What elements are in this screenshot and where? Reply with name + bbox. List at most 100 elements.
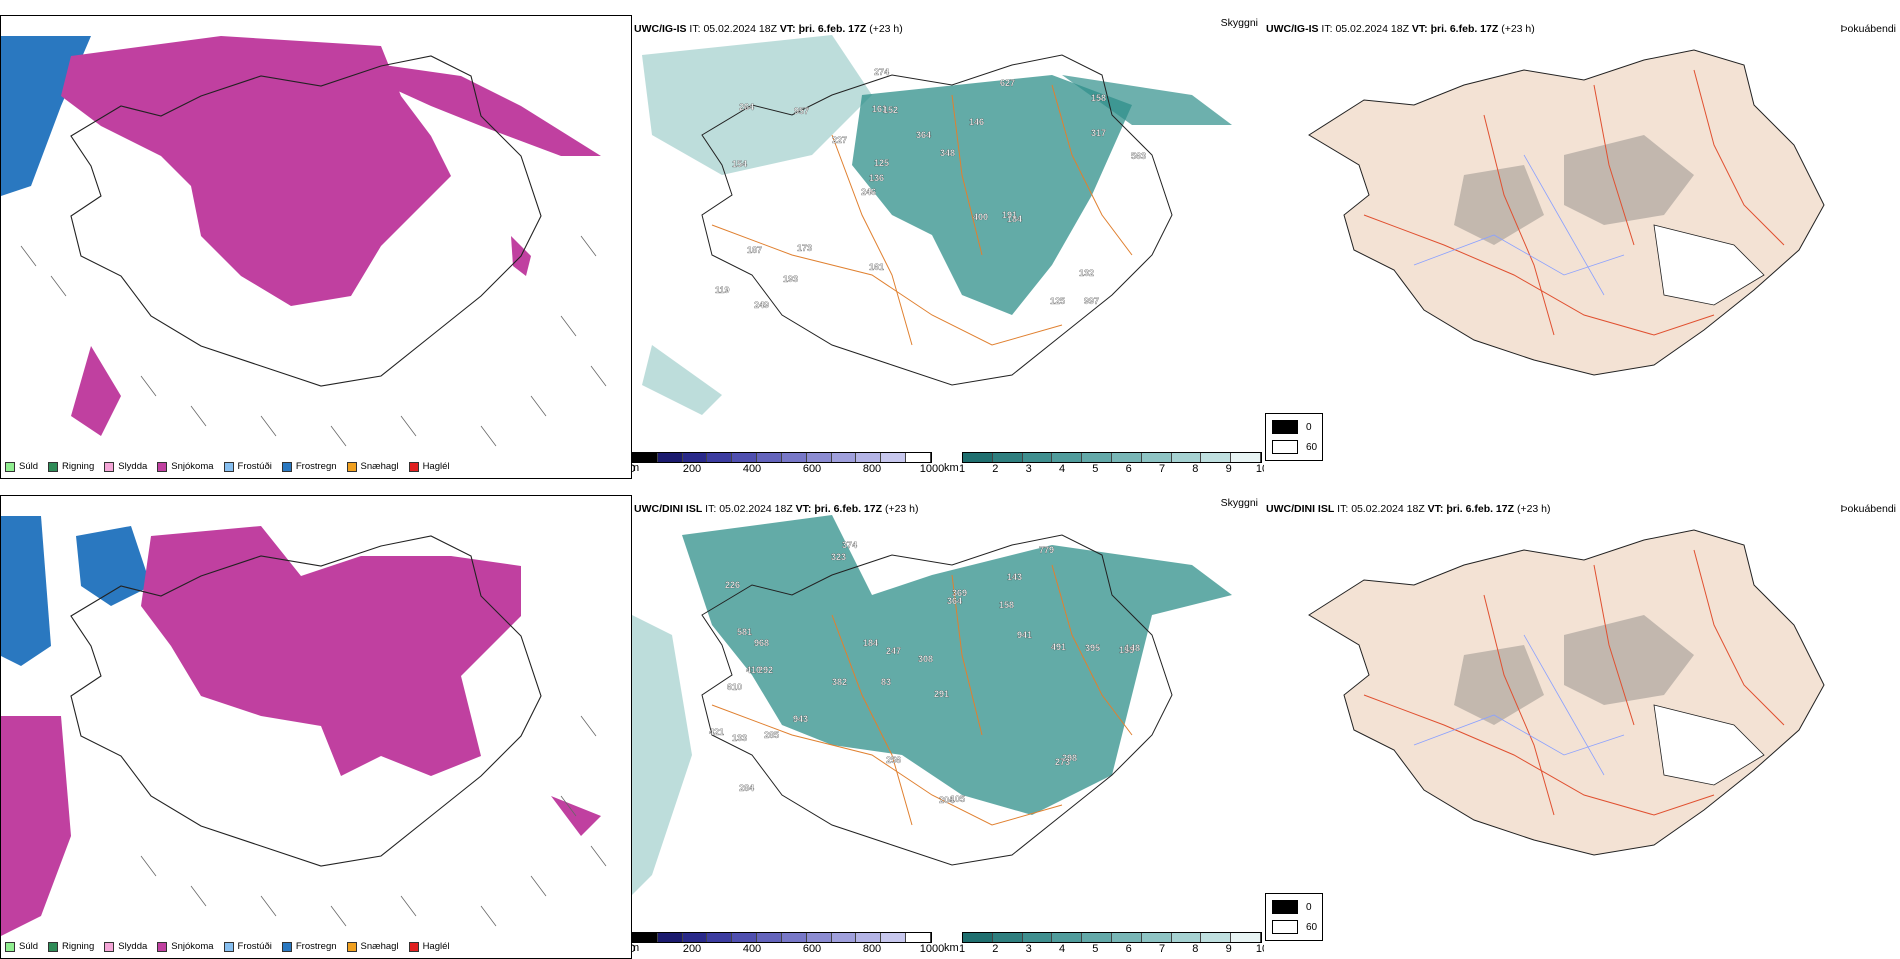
ceiling-value: 400 — [973, 212, 988, 222]
legend-item: Slydda — [104, 461, 147, 472]
visibility-colorbar: 12345678910 km — [944, 932, 1264, 955]
precip-legend: Súld Rigning Slydda Snjókoma Frostúði Fr… — [5, 461, 450, 472]
panel-title: UWC/DINI ISL IT: 05.02.2024 18Z VT: þri.… — [634, 503, 919, 515]
colorbar-segment — [881, 453, 907, 462]
fog-legend-bottom: 0 60 — [1265, 893, 1323, 941]
colorbar-tick: 1 — [958, 463, 966, 475]
colorbar-segment — [806, 933, 832, 942]
legend-swatch — [408, 461, 419, 472]
colorbar-tick: 800 — [862, 943, 882, 955]
precip-map-top — [1, 16, 631, 478]
precip-type-panel-top: UWC/IG-IS IT: 05.02.2024 18Z VT: þri. 6.… — [0, 15, 632, 479]
ceiling-value: 410 — [746, 665, 761, 675]
colorbar-tick: 2 — [992, 943, 999, 955]
panel-parameter: Þokuábendi — [1840, 503, 1896, 515]
colorbar-segment — [1022, 453, 1053, 462]
colorbar-segment — [831, 453, 857, 462]
ceiling-value: 291 — [934, 689, 949, 699]
cloudbase-map-top: 997 154 158 246 146 249 161 364 187 227 119 193 152 3… — [642, 35, 1232, 415]
ceiling-value: 105 — [950, 794, 965, 804]
legend-item: Frostregn — [281, 461, 337, 472]
legend-swatch — [5, 941, 15, 952]
ceiling-value: 247 — [886, 646, 901, 656]
colorbar-segment — [831, 933, 857, 942]
colorbar-tick: 10 — [1255, 463, 1264, 475]
colorbar-tick: 0 — [632, 463, 635, 475]
colorbar-tick: 4 — [1058, 463, 1066, 475]
ceiling-value: 152 — [883, 105, 898, 115]
legend-swatch — [281, 461, 292, 472]
colorbar-segment — [906, 453, 931, 462]
legend-swatch — [408, 941, 419, 952]
colorbar-tick: 600 — [802, 463, 822, 475]
colorbar-segment — [906, 933, 931, 942]
colorbar-segment — [992, 453, 1023, 462]
ceiling-value: 273 — [1055, 757, 1070, 767]
legend-swatch — [157, 461, 168, 472]
colorbar-tick: 0 — [632, 943, 635, 955]
colorbar-tick: 6 — [1125, 943, 1132, 955]
colorbar-segment — [781, 933, 807, 942]
colorbar-tick: 10 — [1255, 943, 1264, 955]
colorbar-tick: 400 — [742, 463, 762, 475]
ceiling-value: 153 — [1119, 645, 1134, 655]
colorbar-segment — [856, 933, 882, 942]
colorbar-segment — [1201, 453, 1232, 462]
colorbar-tick: 200 — [682, 943, 702, 955]
colorbar-tick: 5 — [1092, 943, 1099, 955]
colorbar-segment — [633, 453, 658, 462]
colorbar-segment — [732, 933, 758, 942]
legend-item: Súld — [5, 461, 38, 472]
ceiling-value: 83 — [881, 677, 891, 687]
colorbar-segment — [757, 453, 782, 462]
panel-title: UWC/DINI ISL IT: 05.02.2024 18Z VT: þri.… — [1266, 503, 1551, 515]
ceiling-colorbar: 02004006008001000 m — [632, 932, 944, 955]
legend-item: Snæhagl — [346, 461, 399, 472]
colorbar-segment — [1141, 453, 1172, 462]
colorbar-segment — [1141, 933, 1172, 942]
colorbar-tick: 8 — [1192, 943, 1199, 955]
colorbar-tick: 600 — [802, 943, 822, 955]
legend-item: Frostúði — [223, 941, 272, 952]
colorbar-tick: 3 — [1025, 943, 1032, 955]
ceiling-value: 249 — [754, 300, 769, 310]
ceiling-value: 143 — [1007, 572, 1022, 582]
ceiling-value: 119 — [715, 285, 730, 295]
ceiling-colorbar: 02004006008001000 m — [632, 452, 944, 475]
ceiling-value: 610 — [727, 682, 742, 692]
visibility-colorbar: 12345678910 km — [944, 452, 1264, 475]
ceiling-value: 374 — [842, 540, 857, 550]
ceiling-value: 364 — [916, 130, 931, 140]
ceiling-value: 627 — [1000, 78, 1015, 88]
ceiling-value: 317 — [1091, 128, 1106, 138]
ceiling-value: 136 — [869, 173, 884, 183]
colorbar-tick: 200 — [682, 463, 702, 475]
colorbar-segment — [806, 453, 832, 462]
fog-legend-top: 0 60 — [1265, 413, 1323, 461]
legend-swatch — [346, 941, 357, 952]
colorbar-segment — [682, 933, 708, 942]
ceiling-value: 204 — [939, 795, 954, 805]
cloudbase-map-bottom: 374 143 153 83 291 292 226 158 610 364 308 284 323 38… — [632, 515, 1232, 895]
colorbar-segment — [1201, 933, 1232, 942]
colorbar-segment — [657, 933, 683, 942]
colorbar-segment — [757, 933, 782, 942]
ceiling-labels: 997 154 158 246 146 249 161 364 187 227 119 193 152 3… — [715, 67, 1146, 310]
colorbar-segment — [963, 453, 993, 462]
legend-item: Snjókoma — [157, 941, 214, 952]
colorbar-segment — [1052, 933, 1083, 942]
ceiling-value: 364 — [947, 596, 962, 606]
colorbar-segment — [707, 453, 733, 462]
ceiling-value: 491 — [1051, 642, 1066, 652]
fog-panel-bottom: UWC/DINI ISL IT: 05.02.2024 18Z VT: þri.… — [1264, 495, 1900, 959]
colorbar-segment — [881, 933, 907, 942]
colorbar-segment — [1052, 453, 1083, 462]
ceiling-value: 154 — [732, 159, 747, 169]
legend-item: Snjókoma — [157, 461, 214, 472]
legend-swatch — [5, 461, 15, 472]
precip-legend: Súld Rigning Slydda Snjókoma Frostúði Fr… — [5, 941, 450, 952]
colorbar-tick: 1000 — [919, 463, 945, 475]
legend-swatch — [157, 941, 168, 952]
ceiling-value: 256 — [886, 755, 901, 765]
legend-swatch — [346, 461, 357, 472]
